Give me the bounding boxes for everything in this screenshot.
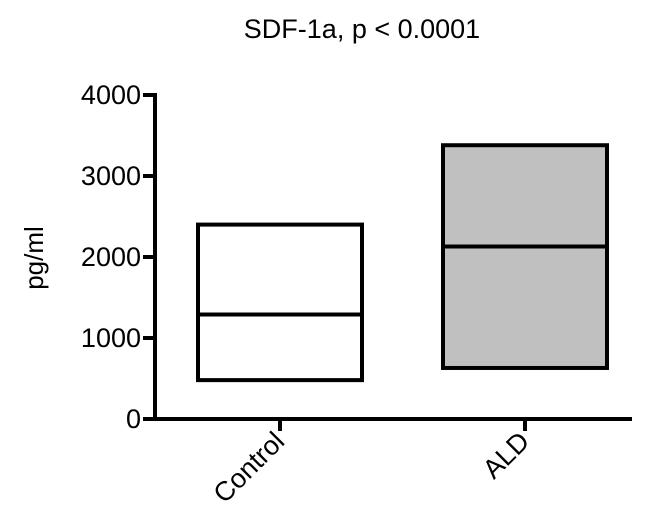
y-tick-label: 2000	[81, 242, 141, 272]
x-ticks-group: Control ALD	[207, 419, 535, 509]
y-tick-label: 0	[126, 404, 141, 434]
x-tick-label: Control	[207, 426, 290, 509]
boxes-group	[196, 143, 609, 383]
y-axis-label: pg/ml	[19, 226, 49, 290]
x-tick-label: ALD	[477, 426, 535, 484]
y-ticks-group: 0 1000 2000 3000 4000	[81, 80, 155, 434]
box-control	[196, 222, 364, 383]
box-ald	[441, 143, 609, 370]
y-tick-label: 4000	[81, 80, 141, 110]
chart-title: SDF-1a, p < 0.0001	[244, 14, 480, 44]
y-tick-label: 3000	[81, 161, 141, 191]
y-tick-label: 1000	[81, 323, 141, 353]
